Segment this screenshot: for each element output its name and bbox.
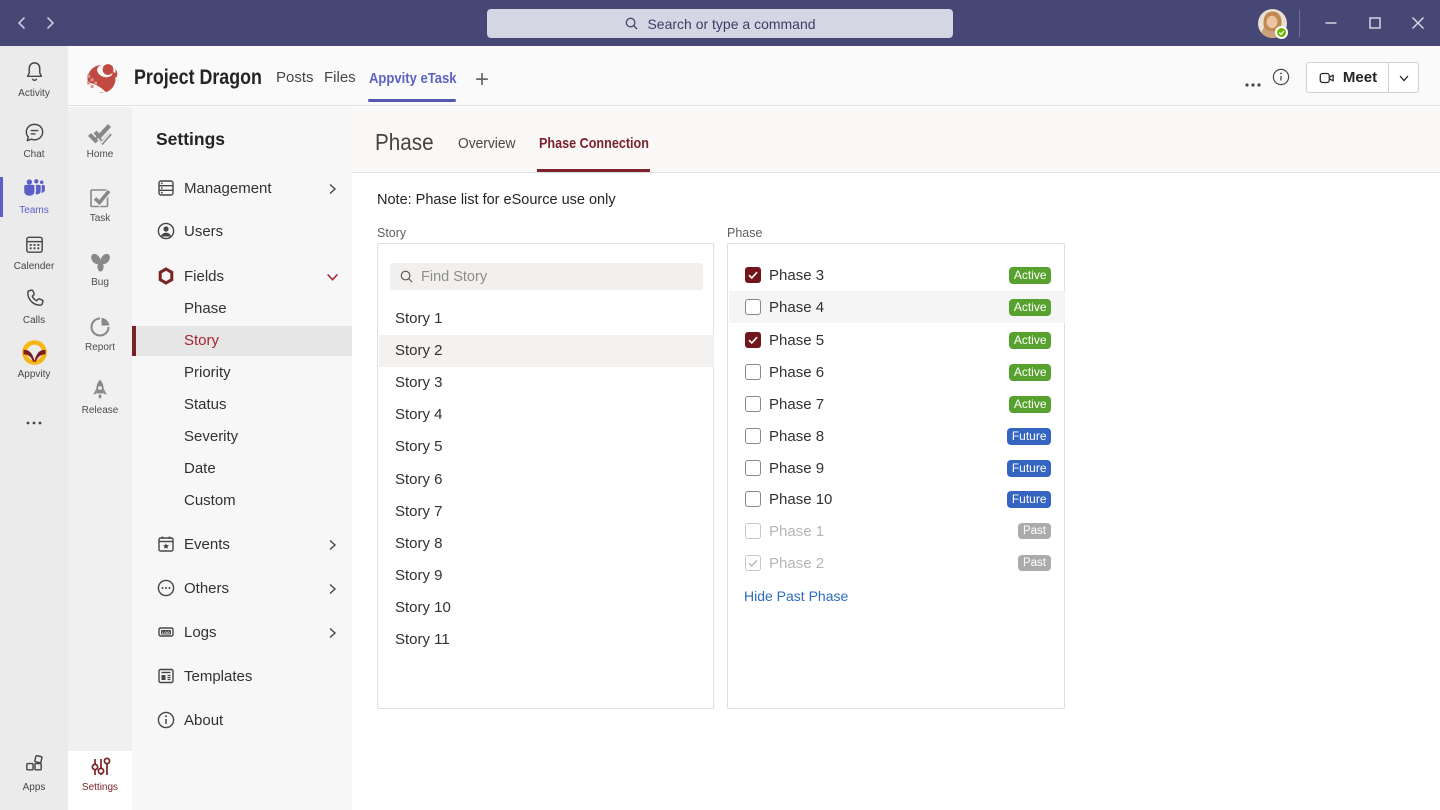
svg-text:LOG: LOG bbox=[162, 631, 170, 635]
